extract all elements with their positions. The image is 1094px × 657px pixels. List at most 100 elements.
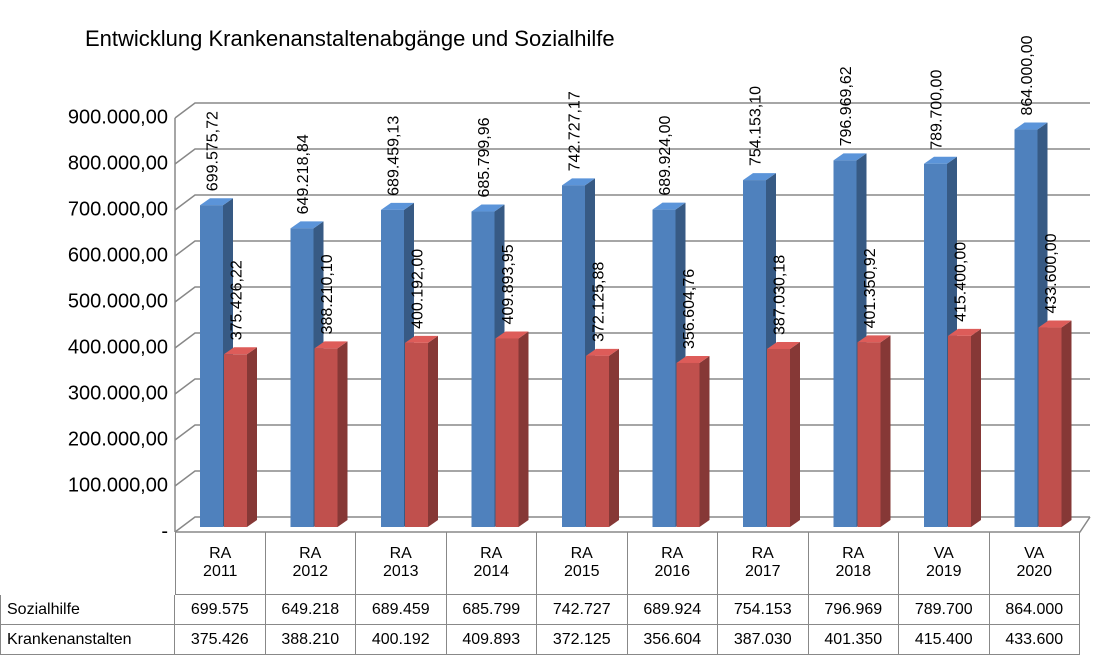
value-label: 685.799,96: [476, 117, 493, 197]
bar: [857, 342, 881, 527]
bar-top: [290, 221, 324, 229]
table-value: 433.600: [989, 625, 1080, 655]
x-tick-label: RA 2012: [265, 532, 356, 595]
table-corner: [0, 532, 175, 595]
bar: [652, 209, 676, 528]
chart-title: Entwicklung Krankenanstaltenabgänge und …: [85, 26, 615, 51]
y-tick-label: 700.000,00: [68, 198, 168, 220]
value-label: 375.426,22: [229, 260, 246, 340]
value-label: 754.153,10: [748, 86, 765, 166]
bar: [381, 209, 404, 527]
bar-top: [586, 348, 619, 356]
table-value: 372.125: [537, 625, 628, 655]
y-tick-label: 900.000,00: [68, 106, 168, 128]
table-value: 789.700: [899, 595, 990, 625]
bar-top: [224, 347, 257, 355]
bar-side: [247, 347, 257, 527]
bar-top: [1038, 320, 1072, 328]
value-label: 387.030,18: [772, 255, 789, 335]
bar-side: [699, 355, 710, 527]
value-label: 388.210,10: [319, 254, 336, 334]
bar: [676, 362, 700, 527]
bar-side: [971, 328, 981, 527]
bar-top: [381, 202, 414, 210]
value-label: 742.727,17: [567, 91, 584, 171]
bar-side: [1061, 320, 1072, 527]
grid-line: [174, 102, 1090, 119]
bar: [924, 163, 947, 527]
bar-top: [562, 178, 595, 186]
bar-side: [609, 348, 619, 527]
bar-top: [857, 335, 891, 343]
floor: [175, 516, 1091, 533]
bar-side: [428, 335, 438, 527]
value-label: 649.218,84: [295, 134, 312, 214]
bar: [833, 160, 857, 527]
value-label: 689.459,13: [386, 116, 403, 196]
grid-line: [174, 286, 1090, 303]
bar: [767, 348, 790, 527]
y-tick-label: 400.000,00: [68, 336, 168, 358]
value-label: 864.000,00: [1019, 35, 1036, 115]
table-value: 356.604: [627, 625, 718, 655]
bar-top: [471, 204, 505, 212]
table-value: 689.924: [627, 595, 718, 625]
bar-top: [948, 328, 981, 336]
table-value: 388.210: [265, 625, 356, 655]
bar-top: [743, 173, 776, 181]
table-value: 689.459: [356, 595, 447, 625]
y-tick-label: 200.000,00: [68, 428, 168, 450]
bar-top: [1014, 122, 1048, 130]
x-tick-label: RA 2018: [808, 532, 899, 595]
value-label: 689.924,00: [657, 115, 674, 195]
bar: [1014, 129, 1038, 527]
x-tick-label: RA 2011: [175, 532, 266, 595]
bar-side: [880, 335, 891, 527]
x-tick-label: RA 2015: [537, 532, 628, 595]
table-value: 409.893: [446, 625, 537, 655]
value-label: 789.700,00: [929, 70, 946, 150]
table-value: 699.575: [175, 595, 266, 625]
table-value: 754.153: [718, 595, 809, 625]
bar: [495, 338, 519, 527]
value-label: 433.600,00: [1043, 233, 1060, 313]
table-value: 375.426: [175, 625, 266, 655]
bar: [405, 342, 428, 527]
table-value: 742.727: [537, 595, 628, 625]
value-label: 356.604,76: [681, 269, 698, 349]
bar-side: [518, 331, 529, 527]
value-label: 699.575,72: [205, 111, 222, 191]
y-tick-label: -: [161, 520, 168, 542]
x-tick-label: RA 2016: [627, 532, 718, 595]
bar: [562, 185, 585, 527]
grid-line: [174, 194, 1090, 211]
bar: [471, 211, 495, 527]
table-value: 400.192: [356, 625, 447, 655]
legend-entry: Krankenanstalten: [0, 625, 175, 655]
y-tick-label: 600.000,00: [68, 244, 168, 266]
value-label: 372.125,88: [591, 262, 608, 342]
legend-entry: Sozialhilfe: [0, 595, 175, 625]
value-label: 401.350,92: [862, 248, 879, 328]
bar: [1038, 327, 1062, 527]
y-tick-label: 800.000,00: [68, 152, 168, 174]
bar: [314, 348, 338, 527]
bar-top: [405, 335, 438, 343]
bar: [948, 335, 971, 527]
bar: [586, 355, 609, 527]
y-tick-label: 300.000,00: [68, 382, 168, 404]
table-value: 864.000: [989, 595, 1080, 625]
bar-top: [652, 202, 686, 210]
grid-line: [174, 148, 1090, 165]
bar: [290, 228, 314, 528]
x-tick-label: RA 2014: [446, 532, 537, 595]
x-tick-label: VA 2019: [899, 532, 990, 595]
bar: [224, 354, 247, 527]
value-label: 415.400,00: [953, 242, 970, 322]
value-label: 409.893,95: [500, 244, 517, 324]
x-tick-label: RA 2013: [356, 532, 447, 595]
y-tick-label: 100.000,00: [68, 474, 168, 496]
grid-line: [174, 332, 1090, 349]
